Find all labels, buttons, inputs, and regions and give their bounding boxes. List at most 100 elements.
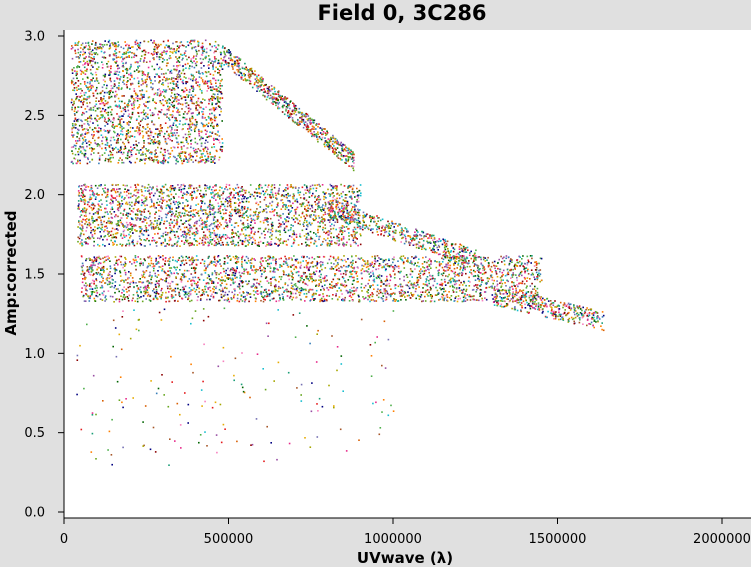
data-point: [160, 217, 163, 219]
data-point: [183, 187, 186, 190]
data-point: [154, 153, 156, 156]
data-point: [125, 201, 128, 204]
data-point: [193, 55, 195, 58]
data-point: [89, 81, 91, 83]
data-point: [220, 108, 222, 110]
data-point: [359, 243, 362, 246]
data-point: [193, 259, 195, 262]
data-point: [115, 142, 118, 144]
data-point: [185, 237, 187, 239]
data-point: [211, 103, 213, 106]
data-point: [72, 146, 75, 148]
data-point: [194, 62, 197, 65]
data-point: [217, 105, 220, 108]
data-point: [128, 242, 131, 245]
data-point: [87, 88, 89, 91]
data-point: [290, 245, 293, 247]
data-point: [289, 228, 292, 231]
data-point: [168, 236, 171, 239]
data-point: [77, 48, 79, 51]
data-point: [222, 197, 224, 200]
data-point: [110, 136, 112, 139]
data-point: [144, 112, 147, 114]
data-point: [351, 191, 354, 193]
data-point: [167, 46, 169, 48]
data-point: [188, 157, 191, 160]
data-point: [333, 236, 335, 239]
data-point: [98, 226, 101, 229]
data-point: [222, 244, 224, 246]
data-point: [123, 229, 126, 232]
data-point: [159, 161, 162, 163]
data-point: [92, 228, 94, 231]
data-point: [144, 190, 147, 192]
data-point: [240, 219, 242, 222]
data-point: [275, 243, 278, 245]
data-point: [448, 273, 450, 276]
data-point: [177, 60, 179, 62]
data-point: [196, 103, 199, 106]
data-point: [90, 207, 93, 209]
data-point: [116, 204, 119, 206]
data-point: [72, 136, 74, 138]
data-point: [86, 68, 88, 71]
data-point: [189, 65, 191, 67]
data-point: [84, 198, 86, 201]
data-point: [174, 51, 177, 53]
data-point: [156, 190, 158, 192]
data-point: [86, 76, 89, 79]
data-point: [191, 79, 194, 82]
data-point: [97, 82, 100, 84]
data-point: [121, 100, 123, 103]
data-point: [141, 159, 143, 161]
data-point: [160, 244, 163, 246]
data-point: [110, 95, 113, 98]
data-point: [80, 199, 83, 201]
data-point: [158, 228, 160, 230]
data-point: [213, 114, 216, 117]
data-point: [134, 43, 137, 45]
data-point: [296, 206, 299, 209]
data-point: [241, 186, 243, 188]
data-point: [84, 46, 87, 48]
data-point: [484, 260, 487, 262]
data-point: [305, 199, 308, 202]
data-point: [97, 143, 99, 145]
data-point: [196, 84, 199, 87]
data-point: [104, 296, 106, 299]
data-point: [216, 125, 218, 127]
data-point: [93, 240, 95, 243]
data-point: [170, 69, 173, 72]
data-point: [111, 121, 114, 124]
data-point: [120, 205, 123, 207]
data-point: [205, 159, 208, 162]
data-point: [169, 114, 171, 116]
data-point: [87, 117, 89, 119]
data-point: [193, 39, 196, 42]
data-point: [245, 211, 247, 213]
data-point: [351, 187, 354, 190]
data-point: [98, 118, 100, 120]
data-point: [268, 258, 271, 260]
data-point: [284, 208, 287, 210]
data-point: [236, 234, 238, 237]
data-point: [175, 56, 177, 58]
data-point: [171, 77, 173, 79]
data-point: [85, 241, 87, 244]
data-point: [167, 78, 169, 81]
data-point: [99, 231, 101, 233]
data-point: [257, 227, 260, 230]
data-point: [345, 220, 348, 222]
data-point: [283, 229, 286, 231]
data-point: [115, 146, 117, 149]
data-point: [167, 260, 169, 262]
data-point: [152, 143, 155, 145]
data-point: [79, 69, 82, 72]
data-point: [97, 211, 99, 213]
data-point: [326, 207, 329, 210]
data-point: [204, 269, 207, 272]
data-point: [295, 208, 298, 211]
data-point: [306, 186, 308, 189]
data-point: [216, 88, 218, 90]
data-point: [217, 192, 219, 194]
